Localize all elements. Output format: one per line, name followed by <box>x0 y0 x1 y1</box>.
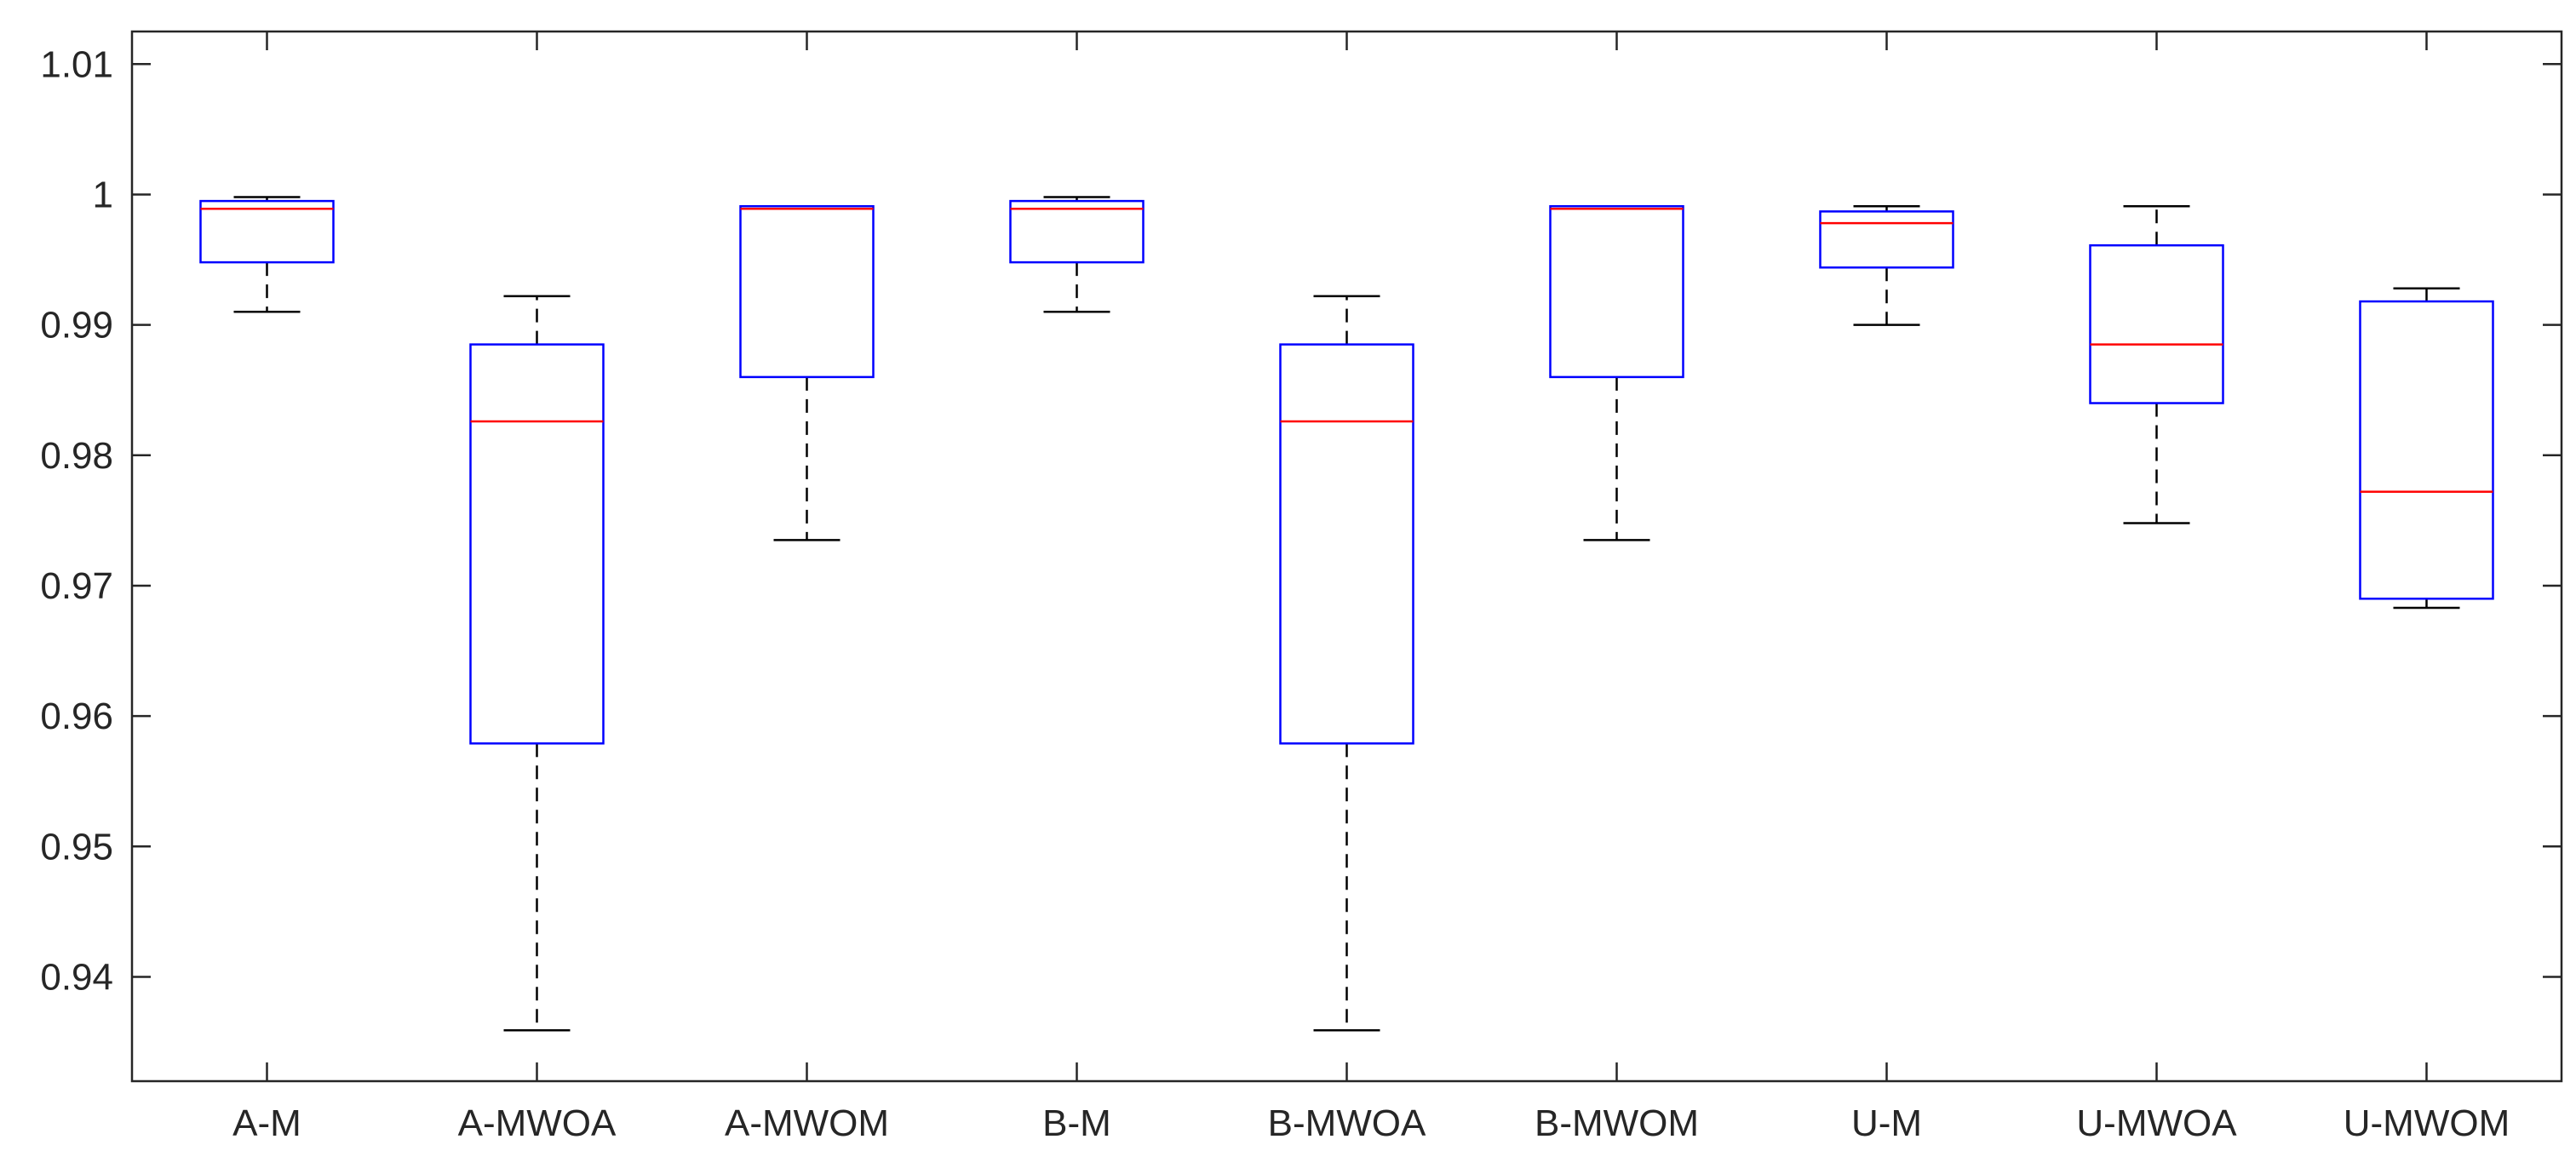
box-U-MWOA <box>2089 204 2224 524</box>
box-iqr <box>469 343 605 745</box>
box-U-M <box>1819 204 1954 326</box>
box-B-MWOA <box>1279 295 1414 1032</box>
plot-area <box>199 196 2494 1032</box>
x-tick-label: A-MWOM <box>725 1102 889 1144</box>
box-iqr <box>1819 210 1954 269</box>
x-tick-label: U-MWOA <box>2076 1102 2237 1144</box>
box-iqr <box>2359 300 2494 600</box>
box-A-MWOM <box>739 204 875 541</box>
box-iqr <box>2089 243 2224 404</box>
box-A-M <box>199 196 335 313</box>
y-tick-label: 1.01 <box>40 43 113 85</box>
box-iqr <box>1549 204 1684 379</box>
box-B-MWOM <box>1549 204 1684 541</box>
y-tick-label: 0.98 <box>40 435 113 477</box>
y-tick-label: 0.94 <box>40 956 113 998</box>
y-tick-label: 0.96 <box>40 696 113 737</box>
box-U-MWOM <box>2359 287 2494 610</box>
box-B-M <box>1009 196 1145 313</box>
box-iqr <box>739 204 875 379</box>
axes: 0.94 0.95 0.96 0.97 0.98 0.99 1 1.01 A-M A-MWOA A-… <box>40 30 2563 1144</box>
x-tick-label: B-M <box>1042 1102 1111 1144</box>
x-tick-label: A-M <box>232 1102 301 1144</box>
y-tick-label: 0.95 <box>40 826 113 867</box>
box-iqr <box>1009 199 1145 264</box>
x-tick-label: B-MWOA <box>1268 1102 1426 1144</box>
x-tick-label: U-M <box>1851 1102 1922 1144</box>
y-tick-label: 0.99 <box>40 305 113 346</box>
box-iqr <box>199 199 335 264</box>
x-tick-label: A-MWOA <box>458 1102 617 1144</box>
box-iqr <box>1279 343 1414 745</box>
x-tick-label: B-MWOM <box>1535 1102 1699 1144</box>
x-tick-label: U-MWOM <box>2344 1102 2510 1144</box>
box-A-MWOA <box>469 295 605 1032</box>
y-tick-label: 0.97 <box>40 565 113 607</box>
y-tick-label: 1 <box>93 174 113 215</box>
